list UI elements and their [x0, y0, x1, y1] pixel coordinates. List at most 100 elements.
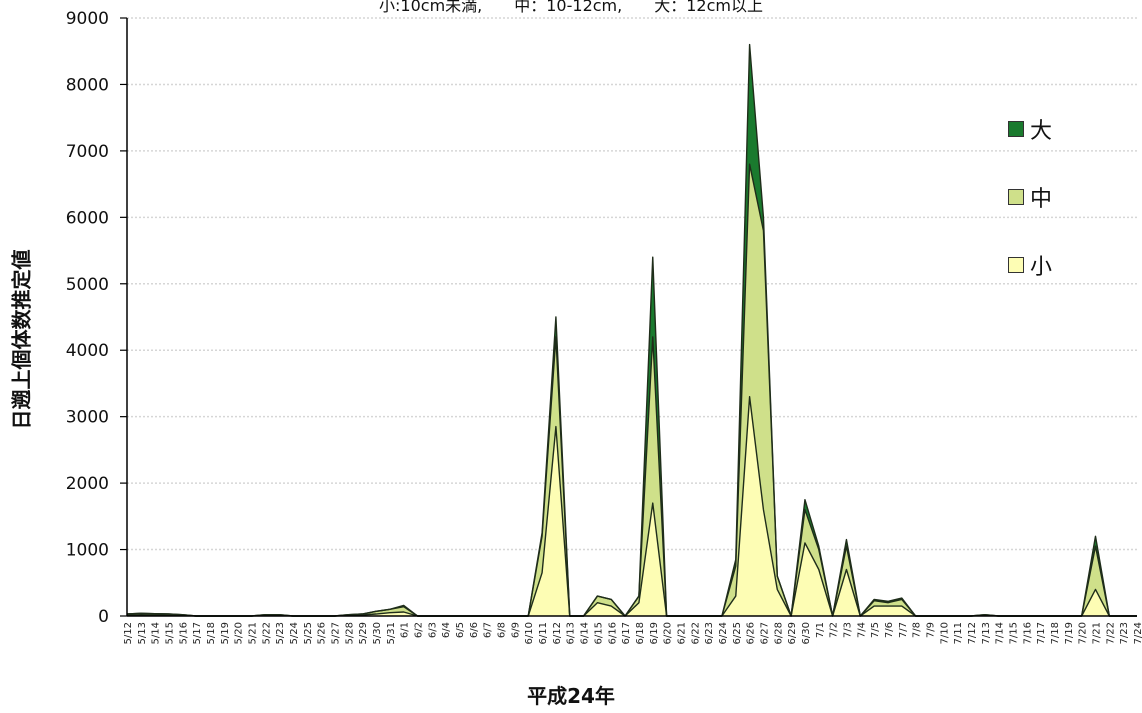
x-tick-label-43: 6/24 [718, 622, 729, 644]
x-tick-label-33: 6/14 [580, 622, 591, 644]
legend-swatch-large [1008, 121, 1024, 137]
x-tick-label-19: 5/31 [386, 622, 397, 644]
x-tick-label-71: 7/22 [1105, 622, 1116, 644]
x-tick-label-25: 6/6 [469, 622, 480, 638]
area-series-0 [127, 396, 1137, 616]
x-tick-label-4: 5/16 [178, 622, 189, 644]
x-tick-label-7: 5/19 [220, 622, 231, 644]
x-tick-label-42: 6/23 [704, 622, 715, 644]
x-tick-label-70: 7/21 [1091, 622, 1102, 644]
x-tick-label-58: 7/9 [925, 622, 936, 638]
x-tick-label-23: 6/4 [441, 622, 452, 638]
x-tick-label-24: 6/5 [455, 622, 466, 638]
line-series-1 [126, 163, 1137, 617]
line-series-0 [126, 396, 1137, 617]
x-tick-label-2: 5/14 [151, 622, 162, 644]
x-tick-label-47: 6/28 [773, 622, 784, 644]
x-tick-label-56: 7/7 [898, 622, 909, 638]
y-tick-label-4000: 4000 [66, 341, 109, 361]
x-tick-label-48: 6/29 [787, 622, 798, 644]
x-tick-label-13: 5/25 [303, 622, 314, 644]
legend: 大 中 小 [1008, 112, 1118, 316]
legend-item-medium: 中 [1008, 180, 1118, 214]
y-tick-label-2000: 2000 [66, 474, 109, 494]
y-tick-label-8000: 8000 [66, 75, 109, 95]
x-tick-label-29: 6/10 [524, 622, 535, 644]
x-tick-label-73: 7/24 [1133, 622, 1142, 644]
legend-swatch-small [1008, 257, 1024, 273]
y-tick-label-7000: 7000 [66, 142, 109, 162]
legend-item-small: 小 [1008, 248, 1118, 282]
y-tick-label-1000: 1000 [66, 541, 109, 561]
x-tick-label-50: 7/1 [815, 622, 826, 638]
x-tick-label-60: 7/11 [953, 622, 964, 644]
x-tick-label-1: 5/13 [137, 622, 148, 644]
x-tick-label-14: 5/26 [317, 622, 328, 644]
x-tick-label-10: 5/22 [261, 622, 272, 644]
x-tick-label-20: 6/1 [400, 622, 411, 638]
area-series-1 [127, 164, 1137, 616]
x-tick-label-49: 6/30 [801, 622, 812, 644]
x-tick-label-53: 7/4 [856, 622, 867, 638]
x-tick-label-0: 5/12 [123, 622, 134, 644]
x-tick-label-55: 7/6 [884, 622, 895, 638]
x-tick-label-68: 7/19 [1064, 622, 1075, 644]
legend-swatch-medium [1008, 189, 1024, 205]
x-tick-label-26: 6/7 [483, 622, 494, 638]
x-tick-label-34: 6/15 [593, 622, 604, 644]
x-tick-label-40: 6/21 [676, 622, 687, 644]
y-tick-label-5000: 5000 [66, 275, 109, 295]
x-tick-label-32: 6/13 [566, 622, 577, 644]
x-tick-label-9: 5/21 [248, 622, 259, 644]
x-tick-label-51: 7/2 [829, 622, 840, 638]
x-tick-label-37: 6/18 [635, 622, 646, 644]
area-series-2 [127, 44, 1137, 616]
x-tick-label-21: 6/2 [414, 622, 425, 638]
x-tick-label-65: 7/16 [1022, 622, 1033, 644]
y-tick-label-3000: 3000 [66, 408, 109, 428]
x-tick-label-6: 5/18 [206, 622, 217, 644]
x-tick-label-5: 5/17 [192, 622, 203, 644]
y-axis-label: 日遡上個体数推定値 [9, 249, 34, 430]
x-tick-label-61: 7/12 [967, 622, 978, 644]
x-tick-label-8: 5/20 [234, 622, 245, 644]
line-series-2 [126, 43, 1137, 617]
x-tick-label-15: 5/27 [331, 622, 342, 644]
x-tick-label-30: 6/11 [538, 622, 549, 644]
x-tick-label-64: 7/15 [1008, 622, 1019, 644]
y-tick-label-6000: 6000 [66, 208, 109, 228]
x-tick-label-31: 6/12 [552, 622, 563, 644]
legend-label-small: 小 [1030, 255, 1053, 280]
x-tick-label-16: 5/28 [344, 622, 355, 644]
legend-item-large: 大 [1008, 112, 1118, 146]
x-tick-label-27: 6/8 [497, 622, 508, 638]
x-tick-label-72: 7/23 [1119, 622, 1130, 644]
x-tick-label-52: 7/3 [842, 622, 853, 638]
chart-subtitle: 小:10cm未満, 中：10-12cm, 大：12cm以上 [379, 0, 763, 15]
x-tick-label-62: 7/13 [981, 622, 992, 644]
x-tick-label-36: 6/17 [621, 622, 632, 644]
x-tick-label-12: 5/24 [289, 622, 300, 644]
x-tick-label-44: 6/25 [732, 622, 743, 644]
x-tick-label-63: 7/14 [995, 622, 1006, 644]
x-tick-label-39: 6/20 [663, 622, 674, 644]
x-tick-label-54: 7/5 [870, 622, 881, 638]
x-tick-label-18: 5/30 [372, 622, 383, 644]
x-tick-label-57: 7/8 [912, 622, 923, 638]
x-tick-label-67: 7/18 [1050, 622, 1061, 644]
legend-label-large: 大 [1030, 119, 1053, 144]
x-tick-label-69: 7/20 [1078, 622, 1089, 644]
x-tick-label-38: 6/19 [649, 622, 660, 644]
y-tick-label-9000: 9000 [66, 9, 109, 29]
x-tick-label-46: 6/27 [759, 622, 770, 644]
x-tick-label-11: 5/23 [275, 622, 286, 644]
x-tick-label-17: 5/29 [358, 622, 369, 644]
x-tick-label-59: 7/10 [939, 622, 950, 644]
y-tick-label-0: 0 [98, 607, 109, 627]
x-tick-label-41: 6/22 [690, 622, 701, 644]
x-tick-label-22: 6/3 [427, 622, 438, 638]
x-axis-label: 平成24年 [527, 684, 615, 708]
x-tick-label-28: 6/9 [510, 622, 521, 638]
